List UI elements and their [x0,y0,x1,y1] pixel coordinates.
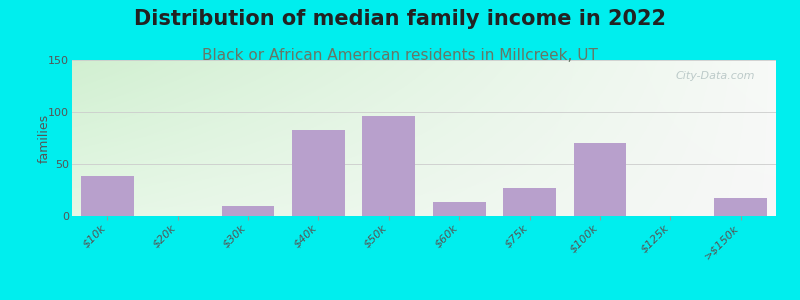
Bar [433,202,486,216]
Text: Black or African American residents in Millcreek, UT: Black or African American residents in M… [202,48,598,63]
Bar [714,198,767,216]
Bar [222,206,274,216]
Text: City-Data.com: City-Data.com [675,71,755,81]
Bar [362,116,415,216]
Bar [292,130,345,216]
Bar [81,176,134,216]
Text: Distribution of median family income in 2022: Distribution of median family income in … [134,9,666,29]
Bar [503,188,556,216]
Bar [574,143,626,216]
Y-axis label: families: families [38,113,50,163]
